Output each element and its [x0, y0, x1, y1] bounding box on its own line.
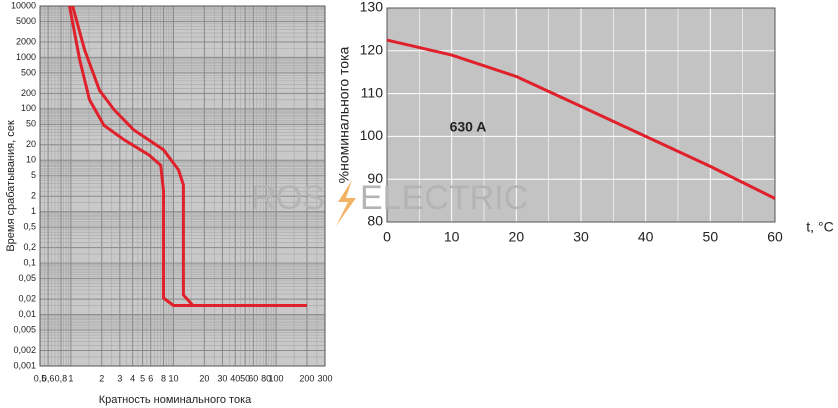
x-tick-label: 3 — [117, 373, 122, 383]
y-tick-label: 1000 — [16, 52, 36, 62]
x-axis-label: Кратность номинального тока — [99, 394, 252, 406]
watermark: ELECTRIC — [360, 179, 528, 217]
y-tick-label: 5 — [31, 170, 36, 180]
y-tick-label: 0,1 — [23, 258, 36, 268]
x-tick-label: 50 — [703, 229, 719, 245]
x-tick-label: 80 — [261, 373, 271, 383]
y-tick-label: 0,001 — [13, 360, 36, 370]
series-line — [386, 38, 776, 200]
y-tick-label: 90 — [367, 170, 383, 186]
y-axis-label: %номинального тока — [336, 46, 352, 183]
x-tick-label: 0,6 — [42, 373, 55, 383]
x-tick-label: 0,5 — [34, 373, 47, 383]
x-tick-label: 2 — [99, 373, 104, 383]
y-tick-label: 120 — [360, 42, 384, 58]
x-tick-label: 1 — [68, 373, 73, 383]
x-tick-label: 60 — [248, 373, 258, 383]
y-tick-label: 200 — [21, 88, 36, 98]
x-tick-label: 20 — [509, 229, 525, 245]
y-tick-label: 80 — [367, 213, 383, 229]
y-tick-label: 110 — [361, 84, 384, 100]
y-tick-label: 10 — [26, 155, 36, 165]
y-axis-label: Время срабатывания, сек — [5, 120, 17, 251]
y-tick-label: 1 — [31, 206, 36, 216]
watermark: ROS — [251, 179, 325, 217]
y-tick-label: 100 — [360, 127, 384, 143]
x-tick-label: 60 — [767, 229, 783, 245]
x-tick-label: 0 — [383, 229, 391, 245]
y-tick-label: 100 — [21, 103, 36, 113]
y-tick-label: 5000 — [16, 16, 36, 26]
x-tick-label: 40 — [230, 373, 240, 383]
plot-frame — [386, 7, 776, 223]
x-tick-label: 10 — [444, 229, 460, 245]
x-tick-label: 50 — [240, 373, 250, 383]
chart: 0 10 20 30 40 50 60 80 90 100 110 120 130 t, °C %номин… — [336, 0, 834, 245]
x-tick-label: 300 — [317, 373, 332, 383]
series-line — [71, 5, 307, 307]
y-tick-label: 130 — [360, 0, 384, 15]
y-tick-label: 0,05 — [18, 273, 36, 283]
x-tick-label: 10 — [168, 373, 178, 383]
y-tick-label: 2 — [31, 191, 36, 201]
plot-frame — [39, 5, 326, 367]
x-tick-label: 100 — [269, 373, 284, 383]
x-tick-label: 4 — [130, 373, 135, 383]
x-tick-label: 0,8 — [55, 373, 68, 383]
y-tick-label: 0,2 — [23, 242, 36, 252]
y-tick-label: 50 — [26, 119, 36, 129]
y-tick-label: 20 — [26, 139, 36, 149]
y-tick-label: 0,5 — [23, 222, 36, 232]
y-tick-label: 10000 — [11, 0, 36, 10]
series-line — [68, 5, 307, 307]
x-tick-label: 200 — [299, 373, 314, 383]
y-tick-label: 0,005 — [13, 324, 36, 334]
x-tick-label: 6 — [148, 373, 153, 383]
x-axis-label: t, °C — [806, 219, 833, 235]
x-tick-label: 5 — [140, 373, 145, 383]
y-tick-label: 0,01 — [18, 309, 36, 319]
x-tick-label: 30 — [573, 229, 589, 245]
y-tick-label: 0,02 — [18, 293, 36, 303]
x-tick-label: 8 — [161, 373, 166, 383]
watermark-bolt — [336, 180, 356, 226]
x-tick-label: 20 — [199, 373, 209, 383]
x-tick-label: 40 — [638, 229, 654, 245]
x-tick-label: 30 — [217, 373, 227, 383]
y-tick-label: 0,002 — [13, 345, 36, 355]
y-tick-label: 2000 — [16, 36, 36, 46]
y-tick-label: 500 — [21, 67, 36, 77]
annotation: 630 A — [450, 119, 487, 135]
